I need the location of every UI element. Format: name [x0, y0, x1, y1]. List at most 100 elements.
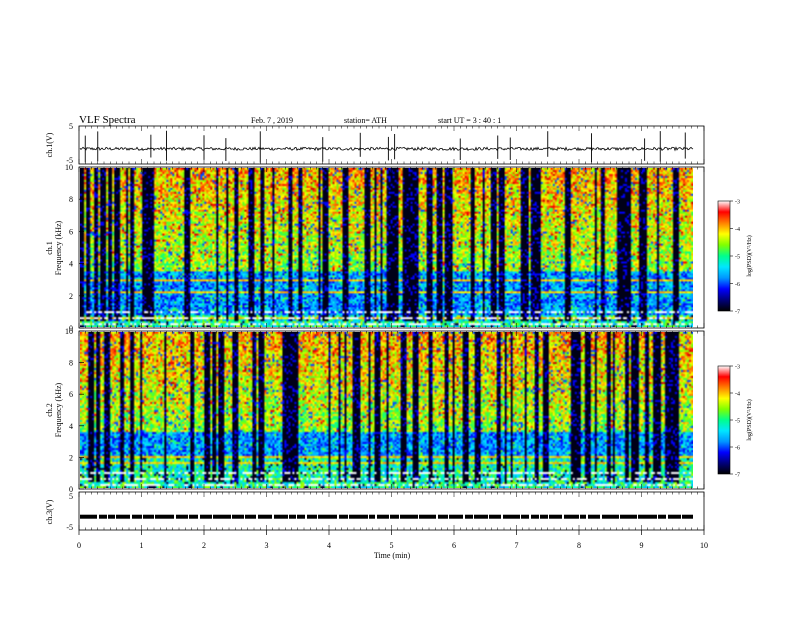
ch3-segment-23	[390, 514, 399, 519]
ch2-spec-ytick-label-2: 4	[69, 422, 73, 431]
ch3-segment-2	[108, 514, 115, 519]
ch3-segment-13	[258, 514, 272, 519]
ch3-segment-28	[465, 514, 473, 519]
ch3-signal	[80, 514, 693, 519]
ch3-segment-32	[521, 514, 529, 519]
ch3-segment-22	[377, 514, 389, 519]
ch3-frame	[78, 491, 705, 531]
ch3-segment-33	[531, 514, 539, 519]
ch3-segment-15	[289, 514, 296, 519]
ch1-spec-ytick-label-1: 2	[69, 292, 73, 301]
ch2-cb-label-0: -3	[735, 365, 740, 371]
ch1-ytick-bottom: -5	[66, 156, 73, 165]
ch3-segment-34	[540, 514, 548, 519]
ch2-cb-label-3: -6	[735, 446, 740, 452]
ch3-segment-11	[232, 514, 244, 519]
ch1-spec-ytick-label-5: 10	[65, 163, 73, 172]
ch3-segment-5	[143, 514, 154, 519]
time-tick-label-2: 2	[202, 541, 206, 550]
ch3-segment-36	[564, 514, 579, 519]
ch3-segment-3	[116, 514, 130, 519]
ch1-waveform-panel: 5 -5 ch.1(V)	[45, 122, 705, 165]
ch3-segment-44	[682, 514, 693, 519]
ch1-waveform-line	[79, 146, 694, 152]
ch2-spec-ylabel-channel: ch.2	[45, 403, 54, 417]
time-tick-label-1: 1	[140, 541, 144, 550]
time-axis-label: Time (min)	[374, 551, 411, 560]
ch3-segment-38	[588, 514, 600, 519]
ch1-spec-ytick-label-3: 6	[69, 227, 73, 236]
ch1-ytick-top: 5	[69, 122, 73, 131]
time-tick-label-8: 8	[577, 541, 581, 550]
ch1-cb-label-4: -7	[735, 310, 740, 316]
time-tick-label-4: 4	[327, 541, 331, 550]
ch1-spec-ytick-label-4: 8	[69, 195, 73, 204]
ch3-segment-19	[339, 514, 348, 519]
ch3-segment-10	[213, 514, 231, 519]
ch3-segment-39	[602, 514, 619, 519]
start-time-label: start UT = 3 : 40 : 1	[438, 116, 501, 125]
ch1-colorbar	[717, 200, 731, 312]
ch3-segment-14	[274, 514, 288, 519]
ch3-segment-26	[438, 514, 448, 519]
ch3-segment-37	[580, 514, 586, 519]
time-tick-label-7: 7	[515, 541, 519, 550]
ch3-segment-20	[349, 514, 368, 519]
ch2-cb-label-1: -4	[735, 392, 740, 398]
date-label: Feb. 7 , 2019	[251, 116, 293, 125]
ch3-segment-7	[176, 514, 188, 519]
ch3-segment-29	[474, 514, 488, 519]
ch3-segment-16	[297, 514, 305, 519]
ch3-segment-27	[449, 514, 463, 519]
ch2-spec-ytick-label-0: 0	[69, 485, 73, 494]
ch3-segment-42	[658, 514, 666, 519]
ch1-spec-ylabel-channel: ch.1	[45, 241, 54, 255]
ch1-ylabel: ch.1(V)	[45, 132, 54, 157]
time-tick-label-9: 9	[640, 541, 644, 550]
ch2-cb-label-2: -5	[735, 419, 740, 425]
ch1-cb-label-2: -5	[735, 255, 740, 261]
figure-title: VLF Spectra	[79, 114, 136, 126]
ch3-segment-25	[419, 514, 436, 519]
ch3-segment-18	[318, 514, 337, 519]
station-label: station= ATH	[344, 116, 387, 125]
time-tick-label-5: 5	[390, 541, 394, 550]
ch3-segment-35	[549, 514, 562, 519]
time-tick-label-3: 3	[265, 541, 269, 550]
ch3-segment-8	[189, 514, 198, 519]
ch1-colorbar-label: log(PSD)(V²/Hz)	[746, 235, 753, 276]
ch1-spec-ylabel-freq: Frequency (kHz)	[54, 220, 63, 275]
time-axis: 0 1 2 3 4 5 6 7 8 9 10	[77, 126, 708, 550]
ch3-segment-0	[80, 514, 97, 519]
ch3-ylabel: ch.3(V)	[45, 499, 54, 524]
ch1-frame	[78, 125, 705, 165]
ch3-segment-4	[132, 514, 142, 519]
ch1-cb-label-0: -3	[735, 200, 740, 206]
ch2-colorbar	[717, 365, 731, 475]
ch1-spectrogram-image	[80, 168, 693, 327]
ch1-spec-ytick-label-0: 0	[69, 324, 73, 333]
ch3-segment-30	[489, 514, 501, 519]
ch3-waveform-panel: 5 -5 ch.3(V) 0 1 2 3 4 5 6 7 8 9 10 Time (min)	[45, 126, 708, 560]
ch3-segment-12	[245, 514, 256, 519]
ch3-segment-6	[155, 514, 174, 519]
ch2-spec-ytick-label-5: 10	[65, 327, 73, 336]
ch3-segment-31	[503, 514, 520, 519]
ch3-ytick-top: 5	[69, 492, 73, 501]
ch3-segment-41	[638, 514, 657, 519]
ch1-spikes	[84, 130, 686, 163]
ch1-spec-ytick-label-2: 4	[69, 260, 73, 269]
ch3-segment-40	[620, 514, 637, 519]
ch3-segment-9	[200, 514, 212, 519]
time-tick-label-0: 0	[77, 541, 81, 550]
ch1-cb-label-1: -4	[735, 227, 740, 233]
ch3-segment-1	[99, 514, 107, 519]
ch2-spec-ytick-label-4: 8	[69, 359, 73, 368]
ch2-spectrogram-image	[80, 332, 693, 488]
time-tick-label-10: 10	[700, 541, 708, 550]
ch3-segment-43	[668, 514, 681, 519]
